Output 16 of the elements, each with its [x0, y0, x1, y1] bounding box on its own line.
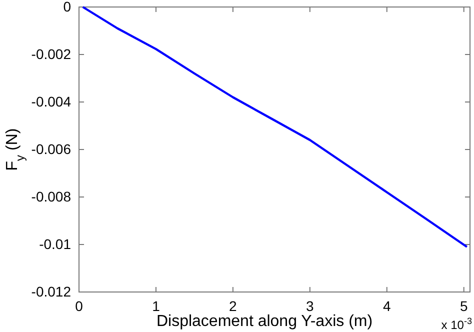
- x-tick-label: 2: [229, 298, 238, 314]
- y-tick-label: -0.01: [39, 236, 72, 252]
- y-tick-label: -0.004: [31, 93, 72, 110]
- x-tick-label: 0: [75, 298, 84, 314]
- y-tick-label: -0.008: [31, 188, 72, 204]
- y-tick-label: 0: [63, 0, 72, 14]
- line-series: [82, 6, 468, 248]
- x-tick-label: 1: [152, 298, 160, 314]
- y-tick-label: -0.012: [31, 283, 72, 300]
- x-tick-label: 3: [306, 298, 314, 314]
- x-tick-label: 4: [382, 298, 391, 314]
- y-tick-label: -0.002: [31, 46, 72, 62]
- x-tick-label: 5: [460, 298, 468, 314]
- y-tick-label: -0.006: [31, 140, 72, 157]
- text: x 10$^{-3}$: [441, 316, 472, 332]
- x-axis-title: Displacement along Y-axis (m): [156, 313, 373, 330]
